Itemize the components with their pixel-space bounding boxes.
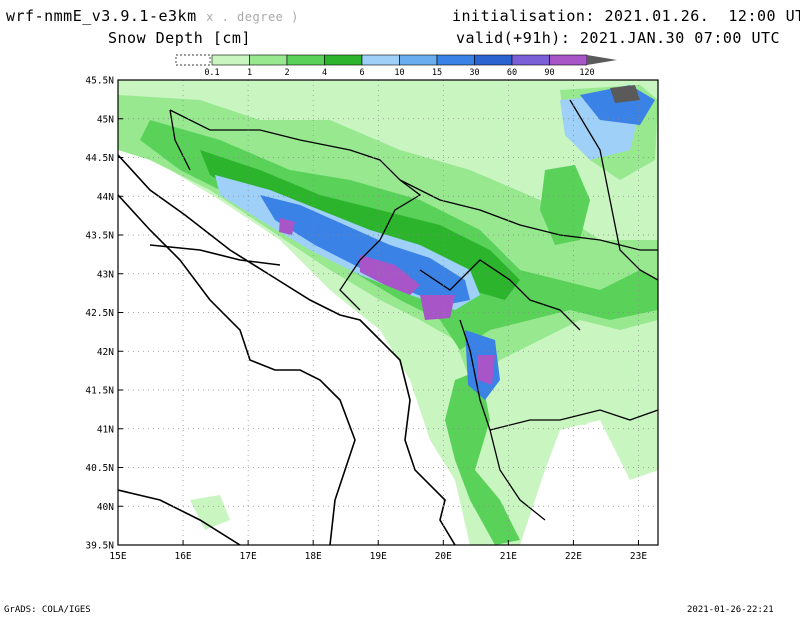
- lat-label: 40N: [97, 502, 114, 513]
- lon-label: 15E: [109, 551, 126, 562]
- colorbar-cell: [249, 54, 288, 66]
- colorbar-tick-label: 90: [544, 68, 554, 78]
- lat-label: 44N: [97, 192, 114, 203]
- snow-purple-peak-south: [420, 295, 455, 320]
- snow-blue-region: [260, 195, 470, 305]
- lon-label: 17E: [240, 551, 257, 562]
- field-title: Snow Depth [cm]: [108, 29, 251, 47]
- snow-green-south: [445, 370, 520, 545]
- lat-label: 45.5N: [85, 76, 114, 87]
- lon-label: 22E: [565, 551, 582, 562]
- lon-label: 21E: [500, 551, 517, 562]
- coastlines: [118, 154, 456, 545]
- colorbar-tick-label: 15: [432, 68, 442, 78]
- colorbar-tick-label: 60: [507, 68, 517, 78]
- longitude-labels: 15E 16E 17E 18E 19E 20E 21E 22E 23E: [109, 551, 647, 562]
- initialisation-time: initialisation: 2021.01.26. 12:00 UTC: [452, 7, 800, 25]
- lat-label: 39.5N: [85, 541, 114, 552]
- colorbar-cell: [511, 54, 550, 66]
- lon-label: 19E: [370, 551, 387, 562]
- colorbar-tick-label: 30: [469, 68, 479, 78]
- snow-grey-peak-ne: [610, 85, 640, 103]
- colorbar-cell: [286, 54, 325, 66]
- colorbar-cell: [549, 54, 588, 66]
- lon-label: 16E: [174, 551, 191, 562]
- lon-label: 20E: [435, 551, 452, 562]
- valid-time: valid(+91h): 2021.JAN.30 07:00 UTC: [456, 29, 781, 47]
- colorbar-underflow: [175, 54, 211, 66]
- colorbar-cell: [324, 54, 363, 66]
- lat-label: 45N: [97, 114, 114, 125]
- model-title: wrf-nmmE_v3.9.1-e3km x . degree ): [6, 7, 299, 25]
- snow-purple-peak-albania: [478, 355, 495, 385]
- colorbar-cell: [211, 54, 250, 66]
- map-border: [117, 79, 659, 546]
- colorbar-tick-label: 120: [579, 68, 594, 78]
- colorbar-cell: [399, 54, 438, 66]
- snow-light-patch-west: [190, 495, 230, 530]
- colorbar-tick-label: 2: [284, 68, 289, 78]
- lat-label: 42.5N: [85, 308, 114, 319]
- model-name: wrf-nmmE_v3.9.1-e3km: [6, 7, 197, 25]
- latitude-labels: 45.5N 45N 44.5N 44N 43.5N 43N 42.5N 42N 41.5N 41N…: [85, 76, 114, 552]
- lat-lon-grid: [117, 79, 658, 546]
- colorbar-tick-label: 10: [394, 68, 404, 78]
- lat-label: 43.5N: [85, 231, 114, 242]
- colorbar-cell: [436, 54, 475, 66]
- lat-label: 41.5N: [85, 386, 114, 397]
- colorbar-overflow-arrow: [587, 55, 617, 65]
- lat-label: 40.5N: [85, 463, 114, 474]
- snow-green-east: [540, 165, 590, 245]
- colorbar-tick-label: 0.1: [204, 68, 219, 78]
- country-borders: [169, 99, 658, 521]
- colorbar: 0.1 1 2 4 6 10 15 30 60 90 120: [175, 54, 617, 78]
- footer-credit: GrADS: COLA/IGES: [4, 605, 91, 615]
- lon-label: 23E: [630, 551, 647, 562]
- colorbar-cell: [474, 54, 513, 66]
- colorbar-tick-label: 6: [359, 68, 364, 78]
- lat-label: 42N: [97, 347, 114, 358]
- colorbar-tick-label: 4: [322, 68, 327, 78]
- footer-timestamp: 2021-01-26-22:21: [687, 605, 774, 615]
- snow-purple-peak-montenegro: [360, 255, 420, 295]
- colorbar-tick-label: 1: [247, 68, 252, 78]
- lat-label: 44.5N: [85, 153, 114, 164]
- snow-purple-peak-bosnia: [279, 218, 295, 235]
- colorbar-cell: [361, 54, 400, 66]
- lon-label: 18E: [305, 551, 322, 562]
- lat-label: 41N: [97, 424, 114, 435]
- lat-label: 43N: [97, 269, 114, 280]
- snow-light-patch-south: [500, 355, 610, 425]
- units-note: x . degree ): [206, 10, 299, 24]
